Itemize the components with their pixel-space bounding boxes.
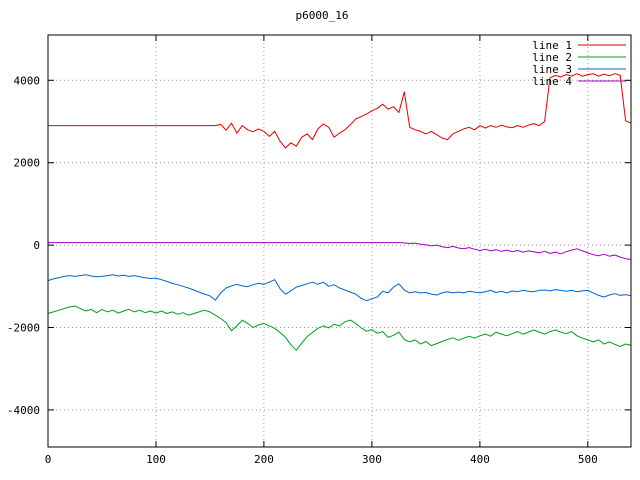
legend-label: line 1 — [532, 39, 572, 52]
legend-label: line 2 — [532, 51, 572, 64]
legend-label: line 4 — [532, 75, 572, 88]
series-line-3 — [47, 274, 632, 302]
legend-label: line 3 — [532, 63, 572, 76]
x-tick-label: 300 — [362, 453, 382, 466]
axis-ticks — [47, 35, 631, 447]
x-tick-label: 500 — [578, 453, 598, 466]
chart-title: p6000_16 — [296, 9, 349, 22]
y-tick-label: 4000 — [14, 74, 41, 87]
y-tick-label: -4000 — [7, 404, 40, 417]
y-tick-label: -2000 — [7, 322, 40, 335]
series-line-4 — [48, 242, 632, 260]
y-tick-label: 0 — [33, 239, 40, 252]
y-tick-label: 2000 — [14, 157, 41, 170]
plot-border — [47, 34, 632, 448]
axis-labels: 0 100 200 300 400 500 -4000 -2000 0 2000 4000 — [7, 74, 598, 466]
series-line-1 — [48, 73, 632, 149]
x-tick-label: 100 — [146, 453, 166, 466]
x-tick-label: 400 — [470, 453, 490, 466]
x-tick-label: 200 — [254, 453, 274, 466]
x-tick-label: 0 — [45, 453, 52, 466]
series-lines — [47, 73, 632, 351]
series-line-2 — [47, 305, 632, 351]
